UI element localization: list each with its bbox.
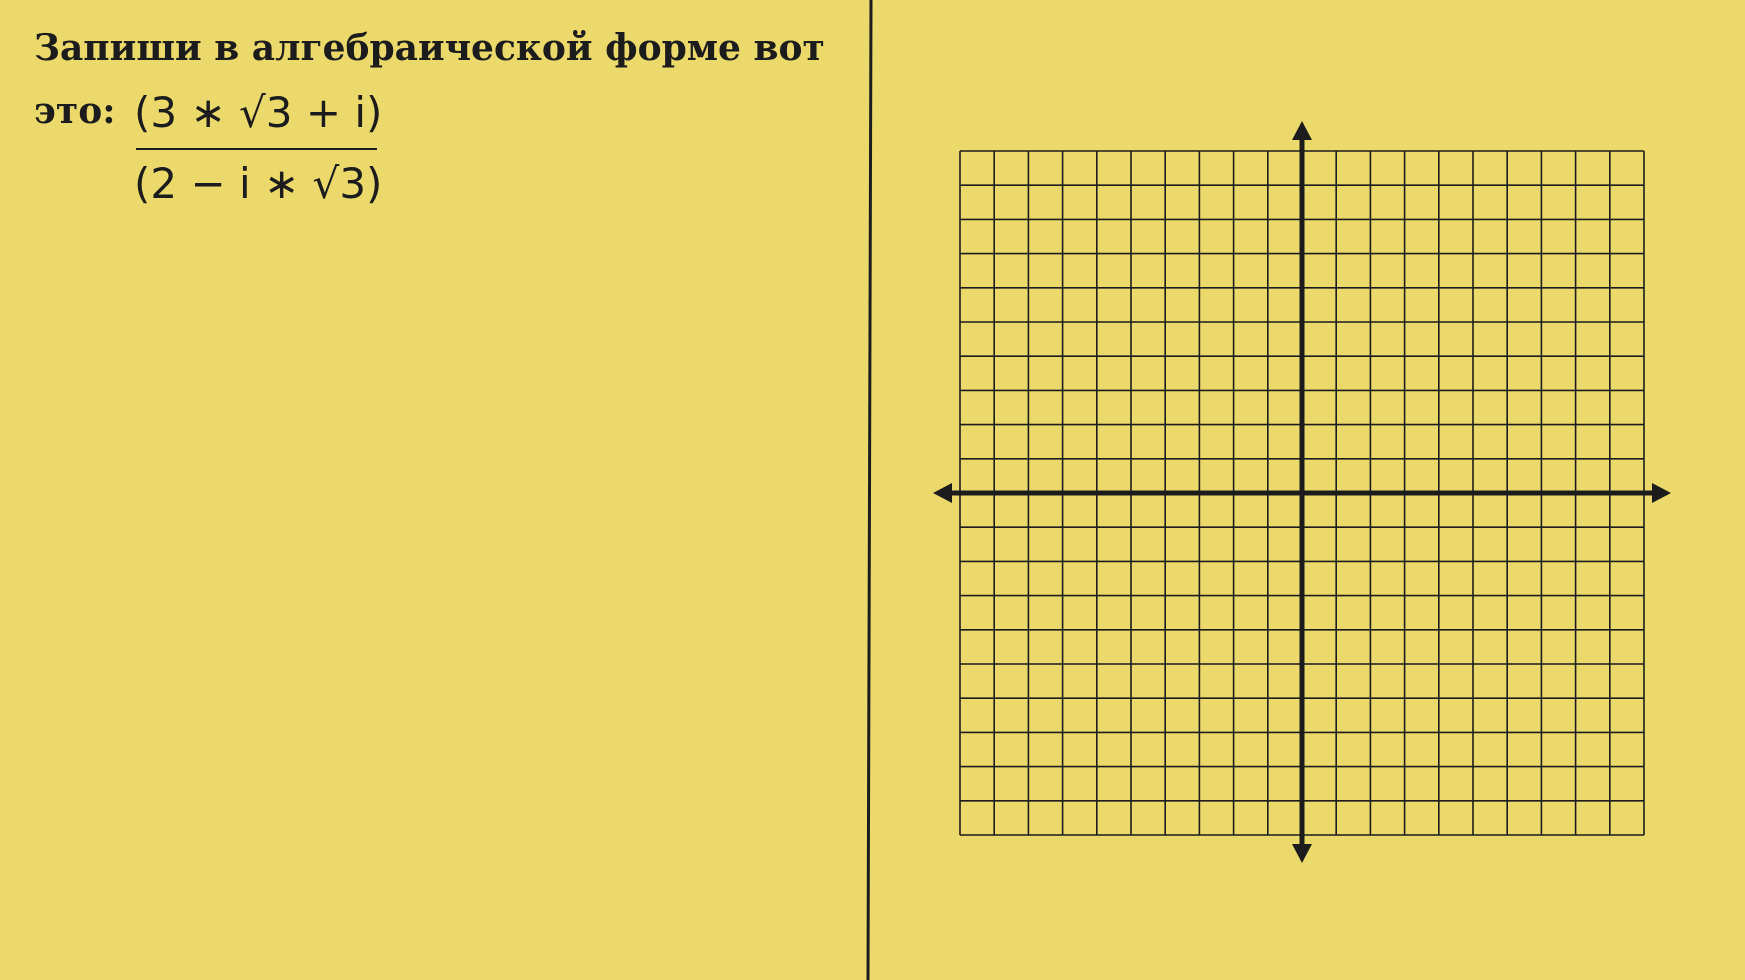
y-axis-arrow-up xyxy=(1292,121,1312,140)
x-axis-arrow-right xyxy=(1652,483,1671,503)
fraction-numerator: (3 ∗ √3 + i) xyxy=(134,88,383,137)
fraction-denominator: (2 − i ∗ √3) xyxy=(134,159,383,208)
x-axis-arrow-left xyxy=(933,483,952,503)
panel-divider xyxy=(866,0,873,980)
coordinate-axes xyxy=(933,121,1671,863)
y-axis-arrow-down xyxy=(1292,844,1312,863)
fraction-bar xyxy=(136,148,377,150)
prompt-line-1: Запиши в алгебраической форме вот xyxy=(34,27,825,69)
prompt-line-2: это: xyxy=(34,90,116,132)
